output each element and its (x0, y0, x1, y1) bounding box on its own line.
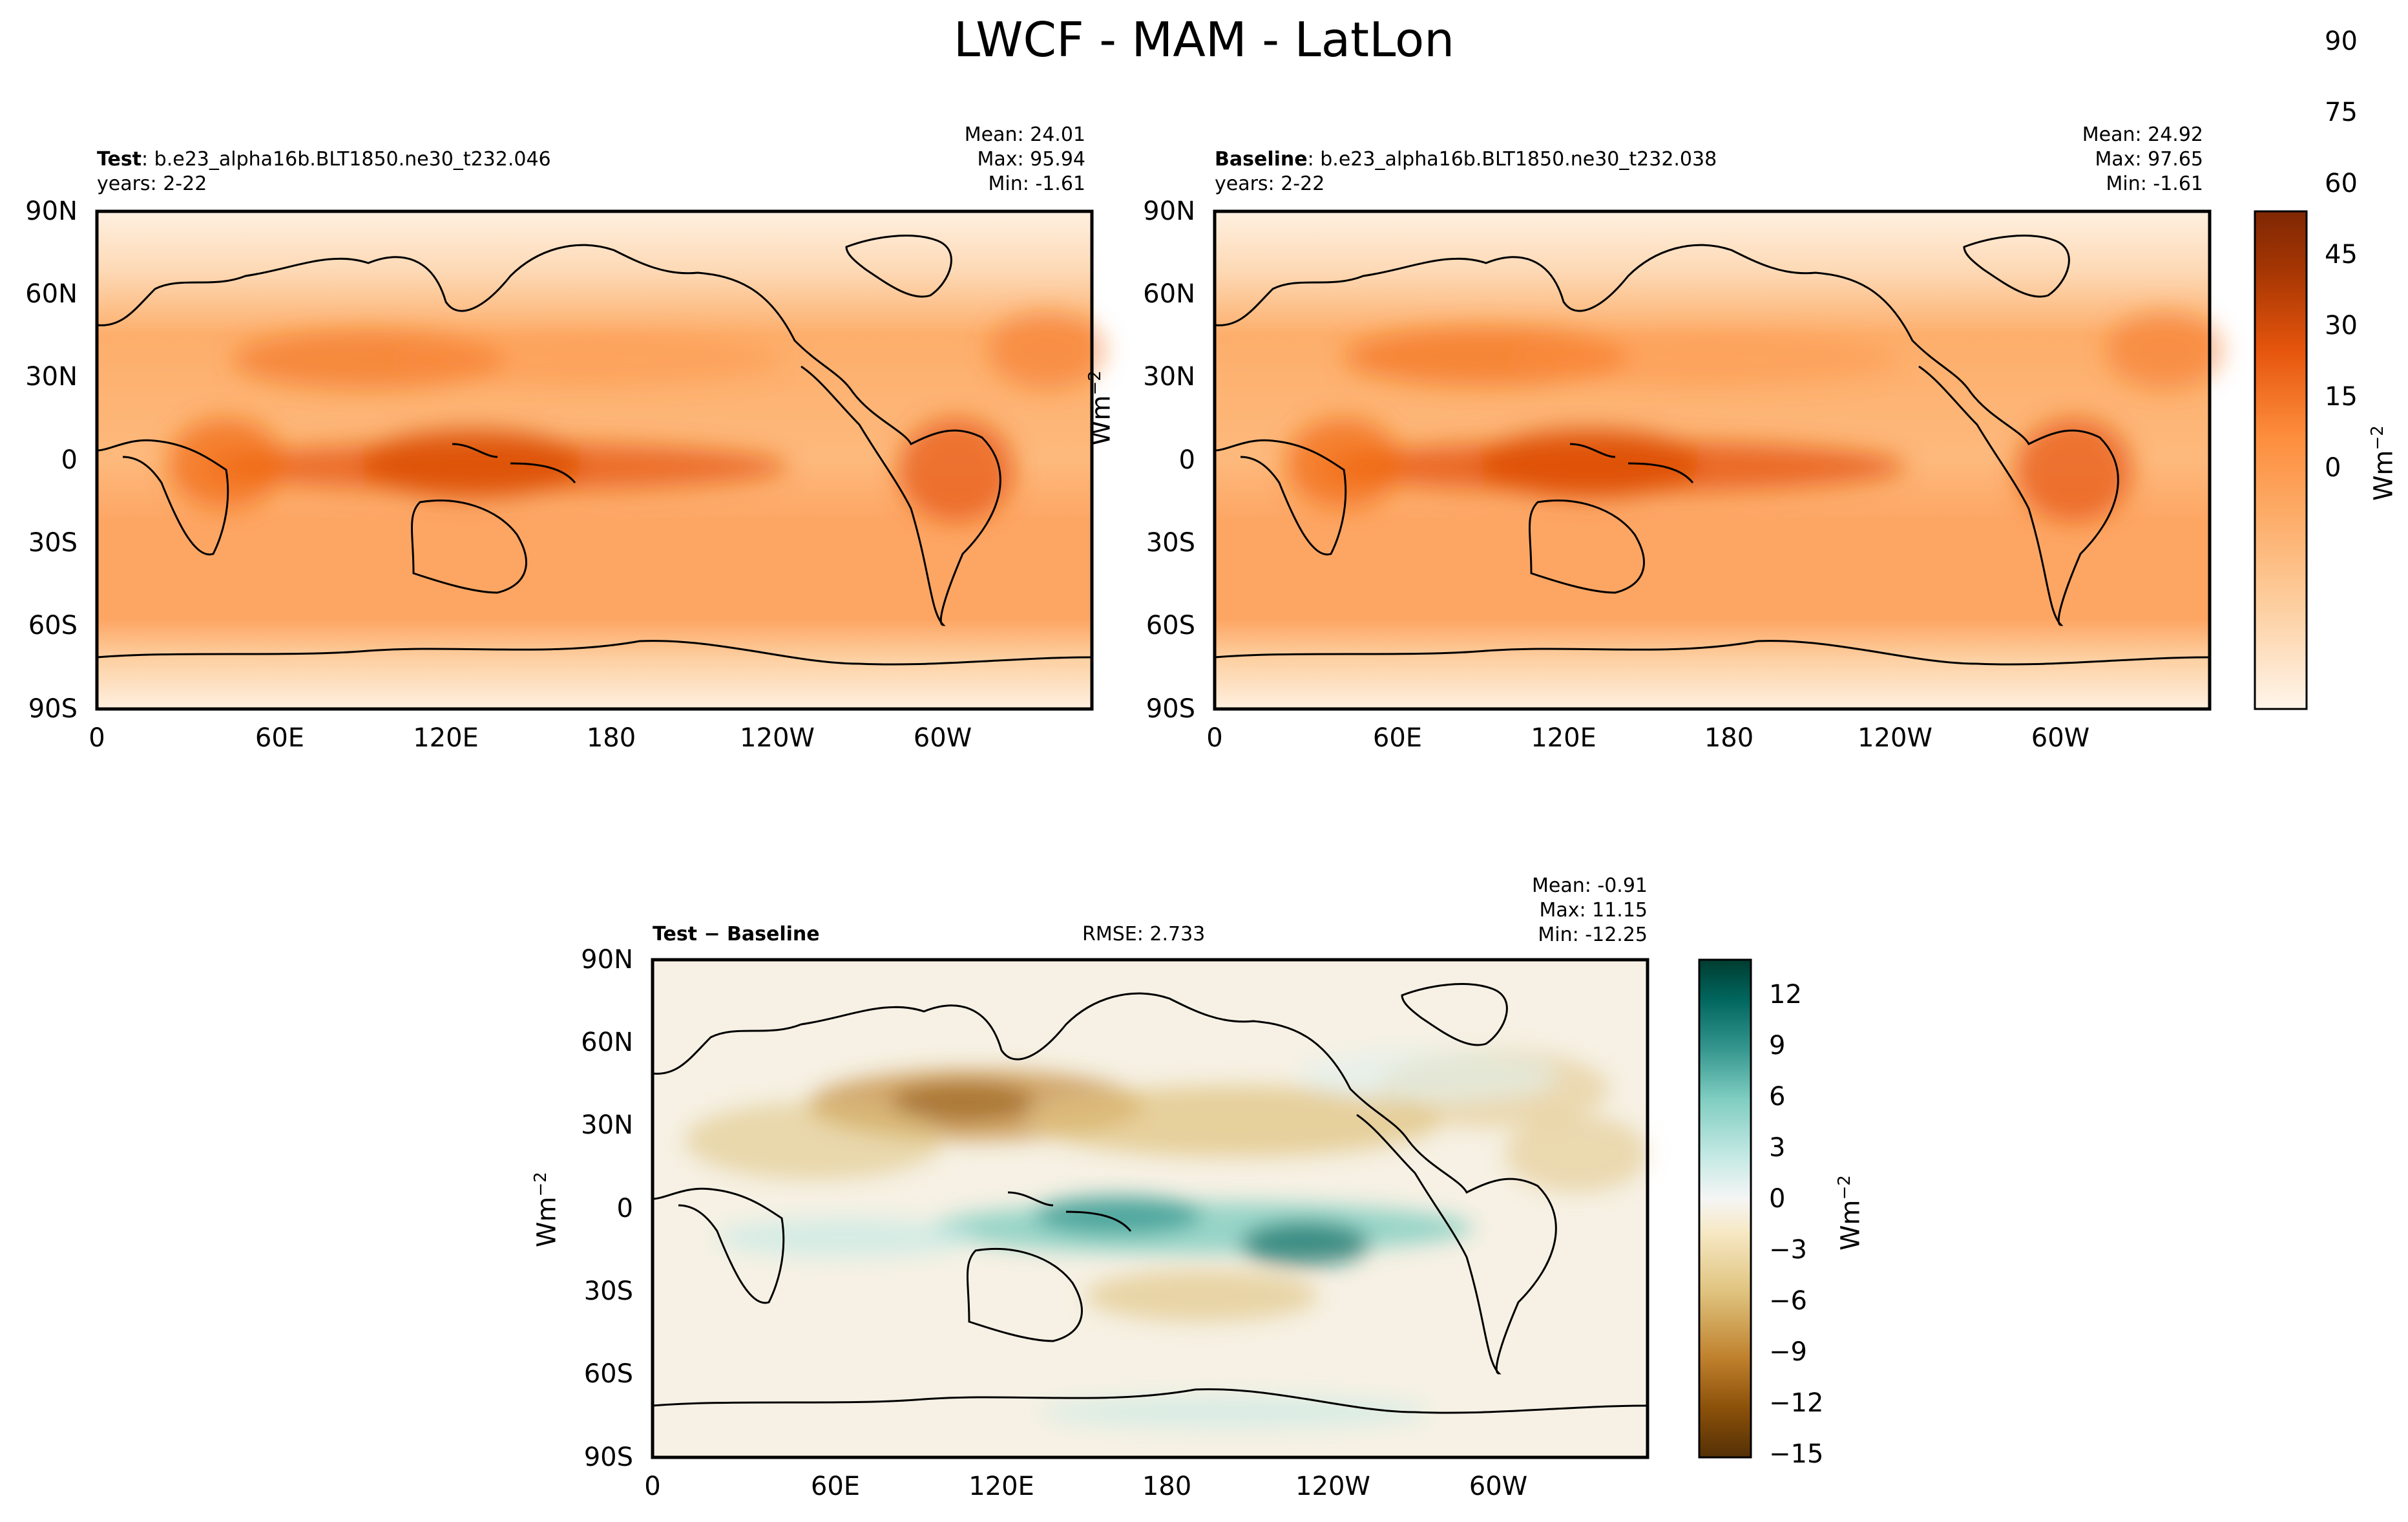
diff-ytick: 60N (581, 1028, 633, 1057)
baseline-panel-title: Baseline: b.e23_alpha16b.BLT1850.ne30_t2… (1215, 147, 1717, 172)
baseline-ytick: 60N (1143, 279, 1195, 309)
test-max: Max: 95.94 (977, 148, 1085, 171)
test-mean: Mean: 24.01 (964, 123, 1085, 146)
diff-xtick: 0 (644, 1472, 661, 1501)
diff-ytick: 0 (616, 1194, 633, 1223)
test-label: Test (97, 148, 142, 171)
diff-ytick: 90S (583, 1443, 633, 1472)
baseline-xtick: 60E (1372, 723, 1423, 753)
baseline-min: Min: -1.61 (2106, 173, 2204, 195)
diff-cbar-tick: 0 (1769, 1184, 1786, 1214)
test-case-name: : b.e23_alpha16b.BLT1850.ne30_t232.046 (141, 148, 551, 171)
diff-map (651, 958, 1649, 1459)
diff-cbar-tick: −15 (1769, 1439, 1824, 1469)
diff-cbar-tick: −6 (1769, 1286, 1807, 1316)
test-panel-title: Test: b.e23_alpha16b.BLT1850.ne30_t232.0… (97, 147, 551, 172)
main-cbar-tick: 60 (2325, 169, 2358, 198)
test-ytick: 60N (25, 279, 78, 309)
figure-title: LWCF - MAM - LatLon (953, 12, 1455, 68)
diff-cbar-tick: 3 (1769, 1133, 1786, 1163)
diff-rmse: RMSE: 2.733 (1082, 923, 1206, 946)
test-xtick: 120E (413, 723, 479, 753)
main-cbar-tick: 15 (2325, 382, 2358, 412)
baseline-ytick: 90S (1146, 694, 1195, 724)
diff-xtick: 60W (1469, 1472, 1528, 1501)
diff-ytick: 60S (583, 1359, 633, 1389)
diff-panel-title: Test − Baseline (653, 923, 820, 946)
test-xtick: 120W (740, 723, 815, 753)
test-ytick: 60S (28, 611, 78, 640)
test-xtick: 60E (255, 723, 305, 753)
baseline-years: years: 2-22 (1215, 173, 1325, 195)
baseline-ytick: 30N (1143, 362, 1195, 392)
test-ytick: 30N (25, 362, 78, 392)
diff-ytick: 30N (581, 1110, 633, 1140)
test-years: years: 2-22 (97, 173, 207, 195)
middle-unit-label: Wm−2 (1085, 370, 1116, 446)
main-colorbar (2254, 210, 2308, 710)
diff-xtick: 120E (968, 1472, 1034, 1501)
baseline-xtick: 120W (1858, 723, 1932, 753)
diff-colorbar (1698, 958, 1752, 1459)
coastlines (96, 235, 1093, 666)
baseline-xtick: 120E (1531, 723, 1597, 753)
main-cbar-tick: 30 (2325, 311, 2358, 341)
diff-unit-label: Wm−2 (531, 1172, 562, 1247)
diff-xtick: 120W (1295, 1472, 1370, 1501)
diff-ytick: 30S (583, 1276, 633, 1306)
diff-max: Max: 11.15 (1539, 899, 1648, 922)
coastlines (1214, 235, 2210, 666)
test-ytick: 0 (61, 445, 78, 475)
baseline-ytick: 30S (1146, 528, 1195, 558)
main-cbar-unit: Wm−2 (2368, 425, 2399, 501)
test-min: Min: -1.61 (988, 173, 1086, 195)
baseline-ytick: 60S (1146, 611, 1195, 640)
diff-cbar-tick: 12 (1769, 980, 1802, 1009)
baseline-xtick: 180 (1704, 723, 1754, 753)
diff-ytick: 90N (581, 945, 633, 975)
baseline-case-name: : b.e23_alpha16b.BLT1850.ne30_t232.038 (1307, 148, 1717, 171)
diff-cbar-tick: 6 (1769, 1082, 1786, 1112)
diff-mean: Mean: -0.91 (1531, 874, 1648, 897)
diff-xtick: 60E (810, 1472, 861, 1501)
baseline-mean: Mean: 24.92 (2082, 123, 2203, 146)
baseline-label: Baseline (1215, 148, 1308, 171)
baseline-ytick: 0 (1178, 445, 1195, 475)
test-xtick: 60W (913, 723, 972, 753)
coastlines (652, 983, 1648, 1414)
main-cbar-tick: 0 (2325, 453, 2341, 483)
main-cbar-tick: 90 (2325, 26, 2358, 56)
baseline-ytick: 90N (1143, 196, 1195, 226)
diff-cbar-tick: −9 (1769, 1337, 1807, 1367)
diff-min: Min: -12.25 (1538, 924, 1648, 946)
main-cbar-tick: 45 (2325, 240, 2358, 270)
test-xtick: 180 (586, 723, 636, 753)
baseline-max: Max: 97.65 (2095, 148, 2203, 171)
diff-cbar-tick: 9 (1769, 1031, 1786, 1061)
diff-cbar-tick: −12 (1769, 1388, 1824, 1418)
test-ytick: 90N (25, 196, 78, 226)
baseline-xtick: 60W (2031, 723, 2090, 753)
test-map (95, 209, 1105, 711)
test-ytick: 90S (28, 694, 78, 724)
diff-xtick: 180 (1142, 1472, 1192, 1501)
baseline-xtick: 0 (1206, 723, 1223, 753)
baseline-map (1213, 209, 2223, 711)
diff-cbar-unit: Wm−2 (1835, 1175, 1866, 1251)
test-ytick: 30S (28, 528, 78, 558)
main-cbar-tick: 75 (2325, 98, 2358, 127)
test-xtick: 0 (89, 723, 105, 753)
diff-cbar-tick: −3 (1769, 1235, 1807, 1265)
